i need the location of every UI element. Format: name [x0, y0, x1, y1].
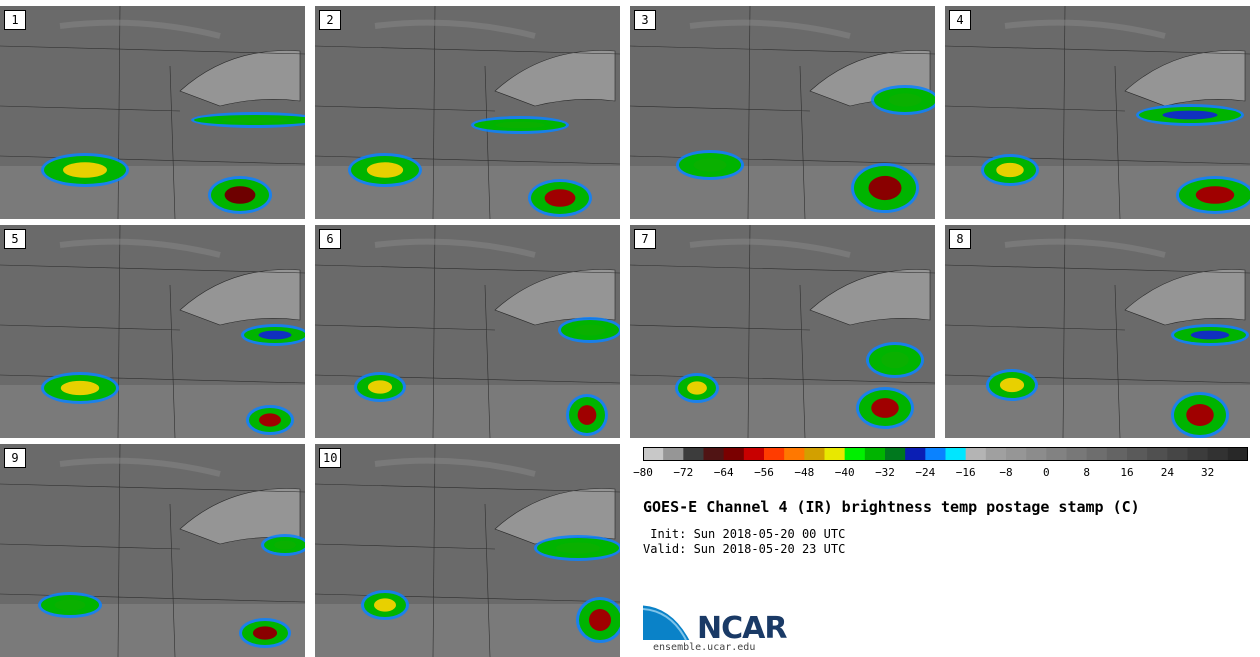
colorbar-swatch	[1207, 447, 1229, 461]
map-panel-3: 3	[630, 6, 935, 219]
colorbar-swatch	[723, 447, 745, 461]
colorbar-swatch	[1006, 447, 1027, 461]
colorbar-tick-label: −56	[754, 466, 774, 479]
colorbar-swatch	[885, 447, 906, 461]
colorbar-swatch	[764, 447, 785, 461]
colorbar-swatch	[1167, 447, 1188, 461]
colorbar-swatch	[703, 447, 725, 461]
colorbar-swatch	[864, 447, 886, 461]
colorbar-swatch	[925, 447, 946, 461]
panel-number: 4	[949, 10, 971, 30]
colorbar-tick-label: 16	[1120, 466, 1134, 479]
panel-number: 7	[634, 229, 656, 249]
map-panel-9: 9	[0, 444, 305, 657]
panel-number: 1	[4, 10, 26, 30]
website-link[interactable]: ensemble.ucar.edu	[653, 642, 756, 653]
map-panel-10: 10	[315, 444, 620, 657]
colorbar-swatch	[683, 447, 704, 461]
colorbar-tick-label: −48	[794, 466, 815, 479]
map-panel-2: 2	[315, 6, 620, 219]
map-background	[630, 6, 935, 219]
map-panel-5: 5	[0, 225, 305, 438]
map-panel-7: 7	[630, 225, 935, 438]
colorbar-swatch	[784, 447, 805, 461]
map-background	[0, 444, 305, 657]
init-time: Init: Sun 2018-05-20 00 UTC	[643, 527, 846, 541]
colorbar-tick-label: 24	[1160, 466, 1174, 479]
colorbar-tick-label: −80	[633, 466, 653, 479]
figure-title: GOES-E Channel 4 (IR) brightness temp po…	[643, 498, 1140, 516]
colorbar-swatch	[844, 447, 866, 461]
colorbar-swatch	[1227, 447, 1248, 461]
colorbar-swatch	[985, 447, 1007, 461]
map-panel-1: 1	[0, 6, 305, 219]
colorbar-swatch	[804, 447, 825, 461]
map-background	[0, 225, 305, 438]
colorbar-tick-label: −24	[915, 466, 936, 479]
colorbar-swatch	[1106, 447, 1128, 461]
map-panel-8: 8	[945, 225, 1250, 438]
colorbar-swatch	[663, 447, 684, 461]
colorbar-swatch	[1187, 447, 1209, 461]
colorbar-tick-label: −32	[875, 466, 895, 479]
map-background	[315, 225, 620, 438]
colorbar-tick-label: −8	[999, 466, 1013, 479]
colorbar-tick-label: 8	[1083, 466, 1090, 479]
panel-number: 8	[949, 229, 971, 249]
colorbar-swatch	[905, 447, 926, 461]
map-background	[315, 444, 620, 657]
colorbar-swatch	[743, 447, 765, 461]
colorbar-tick-label: −72	[673, 466, 694, 479]
colorbar-swatch	[1086, 447, 1108, 461]
panel-number: 10	[319, 448, 342, 468]
map-background	[945, 6, 1250, 219]
colorbar-swatch	[1127, 447, 1148, 461]
colorbar-swatch	[643, 447, 664, 461]
temperature-colorbar	[643, 447, 1248, 461]
ncar-logo-icon	[643, 602, 693, 641]
map-background	[0, 6, 305, 219]
panel-number: 9	[4, 448, 26, 468]
colorbar-tick-label: −64	[713, 466, 734, 479]
panel-number: 3	[634, 10, 656, 30]
map-background	[945, 225, 1250, 438]
map-background	[315, 6, 620, 219]
panel-number: 6	[319, 229, 341, 249]
panel-number: 5	[4, 229, 26, 249]
colorbar-tick-label: −16	[955, 466, 976, 479]
colorbar-swatch	[945, 447, 967, 461]
colorbar-swatch	[1066, 447, 1088, 461]
colorbar-swatch	[1046, 447, 1067, 461]
ncar-logo-text: NCAR	[697, 611, 787, 646]
colorbar-swatch	[965, 447, 987, 461]
panel-number: 2	[319, 10, 341, 30]
colorbar-tick-label: 32	[1201, 466, 1215, 479]
colorbar-swatch	[824, 447, 846, 461]
colorbar-swatch	[1147, 447, 1168, 461]
colorbar-tick-label: 0	[1043, 466, 1050, 479]
colorbar-tick-label: −40	[834, 466, 855, 479]
map-background	[630, 225, 935, 438]
map-panel-6: 6	[315, 225, 620, 438]
map-panel-4: 4	[945, 6, 1250, 219]
colorbar-swatch	[1026, 447, 1047, 461]
valid-time: Valid: Sun 2018-05-20 23 UTC	[643, 542, 846, 556]
